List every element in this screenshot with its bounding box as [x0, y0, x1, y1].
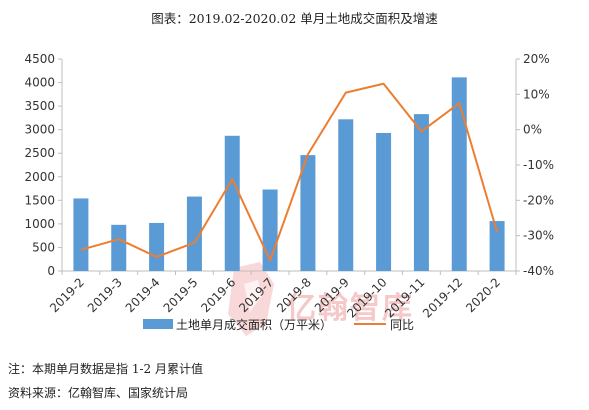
watermark-text: 亿翰智库: [286, 291, 414, 326]
source-note: 资料来源：亿翰智库、国家统计局: [8, 386, 189, 400]
x-tick-label: 2019-5: [161, 275, 201, 315]
bar: [451, 77, 467, 271]
x-tick-label: 2019-2: [47, 275, 87, 315]
watermark: 亿翰智库: [228, 262, 414, 336]
legend-bar-swatch: [143, 319, 173, 329]
y-left-tick-label: 0: [47, 264, 55, 278]
y-left-tick-label: 2000: [24, 170, 55, 184]
legend-bar-label: 土地单月成交面积（万平米）: [176, 317, 332, 332]
y-right-tick-label: -30%: [523, 229, 554, 243]
bar: [186, 196, 202, 271]
chart-title: 图表：2019.02-2020.02 单月土地成交面积及增速: [151, 11, 438, 26]
y-right-tick-label: -40%: [523, 264, 554, 278]
footnote: 注：本期单月数据是指 1-2 月累计值: [8, 362, 203, 376]
y-right-tick-label: -10%: [523, 158, 554, 172]
y-left-tick-label: 1000: [24, 217, 55, 231]
bar: [338, 119, 354, 272]
legend-line-label: 同比: [390, 318, 414, 332]
y-left-tick-label: 3500: [24, 99, 55, 113]
bar: [149, 222, 165, 271]
x-tick-label: 2019-12: [420, 275, 465, 320]
y-left-tick-label: 2500: [24, 146, 55, 160]
line-series-yoy: [80, 82, 499, 262]
bar: [376, 132, 392, 271]
y-left-tick-label: 500: [32, 240, 55, 254]
y-left-tick-label: 1500: [24, 193, 55, 207]
bar: [300, 155, 316, 271]
bar: [224, 135, 240, 271]
watermark-logo: [228, 262, 274, 336]
x-tick-label: 2019-3: [85, 275, 125, 315]
bar: [73, 198, 89, 271]
y-left-tick-label: 4000: [24, 76, 55, 90]
watermark-logo-cut: [244, 280, 262, 312]
y-right-tick-label: 20%: [523, 52, 550, 66]
bar: [413, 114, 429, 272]
legend: 土地单月成交面积（万平米） 同比: [143, 317, 414, 332]
y-right-tick-label: -20%: [523, 193, 554, 207]
x-tick-label: 2019-4: [123, 275, 163, 315]
y-left-tick-label: 3000: [24, 123, 55, 137]
y-right-tick-label: 0%: [523, 123, 542, 137]
bar: [111, 224, 127, 271]
y-left-tick-label: 4500: [24, 52, 55, 66]
bar: [489, 221, 505, 271]
x-tick-label: 2020-2: [463, 275, 503, 315]
y-right-tick-label: 10%: [523, 87, 550, 101]
